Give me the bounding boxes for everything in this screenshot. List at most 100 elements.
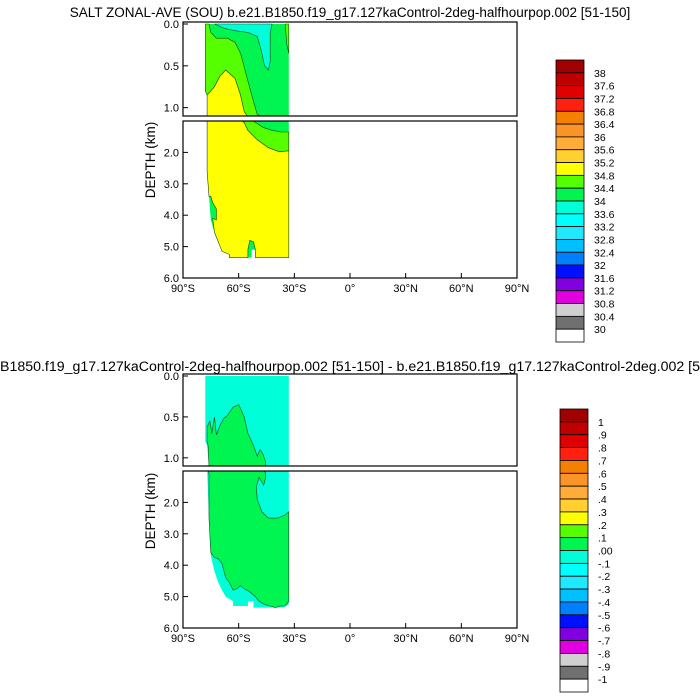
- chart-title: SALT ZONAL-AVE (SOU) b.e21.B1850.f19_g17…: [70, 5, 631, 20]
- colorbar-label: -.2: [598, 571, 610, 583]
- colorbar-label: 35.2: [594, 158, 615, 170]
- colorbar-label: .2: [598, 520, 607, 532]
- colorbar-label: 37.2: [594, 93, 615, 105]
- colorbar-label: 34.8: [594, 170, 615, 182]
- chart-1: SALT ZONAL-AVE (SOU) b.e21.B1850.f19_g17…: [70, 5, 631, 343]
- colorbar-box: [555, 315, 585, 330]
- colorbar-label: .8: [598, 443, 607, 455]
- colorbar-label: 37.6: [594, 81, 615, 93]
- colorbar-box: [555, 226, 585, 240]
- colorbar-label: 32: [594, 260, 606, 272]
- colorbar-box: [559, 665, 589, 680]
- colorbar-label: .6: [598, 468, 607, 480]
- chart-title: B1850.f19_g17.127kaControl-2deg-halfhour…: [0, 359, 700, 374]
- colorbar-box: [559, 627, 589, 641]
- contour-region-0-0.1: [208, 471, 290, 608]
- colorbar: 3837.637.236.836.43635.635.234.834.43433…: [555, 59, 615, 343]
- colorbar-label: -.9: [598, 661, 610, 673]
- colorbar-box: [559, 472, 589, 487]
- colorbar-label: -.3: [598, 584, 610, 596]
- y-tick-label: 3.0: [164, 179, 179, 191]
- colorbar-box: [559, 485, 589, 500]
- colorbar-box: [559, 434, 589, 448]
- colorbar-box: [555, 213, 585, 228]
- x-tick-label: 30°N: [393, 633, 418, 645]
- colorbar-label: 32.4: [594, 247, 615, 259]
- colorbar-box: [559, 498, 589, 513]
- x-tick-label: 90°N: [505, 283, 530, 295]
- upper-panel: [205, 23, 290, 116]
- colorbar-box: [555, 136, 585, 151]
- y-tick-label: 4.0: [164, 210, 179, 222]
- colorbar-box: [559, 601, 589, 616]
- x-tick-label: 60°N: [449, 633, 474, 645]
- x-tick-label: 90°N: [505, 633, 530, 645]
- x-tick-label: 0°: [345, 633, 356, 645]
- upper-panel-frame: [182, 373, 518, 467]
- colorbar: 1.9.8.7.6.5.4.3.2.1.00-.1-.2-.3-.4-.5-.6…: [559, 408, 613, 693]
- colorbar-label: -.8: [598, 648, 610, 660]
- y-axis-label: DEPTH (km): [143, 122, 158, 199]
- colorbar-box: [559, 421, 589, 436]
- colorbar-box: [559, 511, 589, 526]
- contour-region-34.8-35.2: [206, 121, 290, 258]
- colorbar-label: .3: [598, 507, 607, 519]
- upper-panel: [205, 376, 289, 466]
- y-axis-label: DEPTH (km): [143, 473, 158, 550]
- colorbar-box: [555, 72, 585, 87]
- lower-panel: [207, 471, 290, 608]
- colorbar-box: [559, 640, 589, 654]
- colorbar-label: -.5: [598, 610, 610, 622]
- colorbar-label: .1: [598, 533, 607, 545]
- lower-panel: [206, 121, 290, 258]
- colorbar-label: .00: [598, 546, 613, 558]
- colorbar-label: 30.4: [594, 311, 615, 323]
- colorbar-label: .9: [598, 430, 607, 442]
- colorbar-label: -.4: [598, 597, 610, 609]
- colorbar-box: [555, 149, 585, 163]
- colorbar-box: [555, 85, 585, 99]
- colorbar-label: 32.8: [594, 234, 615, 246]
- colorbar-box: [559, 408, 589, 423]
- colorbar-label: 30.8: [594, 299, 615, 311]
- colorbar-box: [559, 524, 589, 539]
- colorbar-box: [559, 550, 589, 564]
- colorbar-box: [555, 110, 585, 125]
- colorbar-label: .7: [598, 455, 607, 467]
- colorbar-label: 36.8: [594, 106, 615, 118]
- y-tick-label: 1.0: [164, 103, 179, 115]
- colorbar-label: 33.6: [594, 209, 615, 221]
- y-tick-label: 6.0: [164, 623, 179, 635]
- x-tick-label: 30°N: [393, 283, 418, 295]
- colorbar-label: .4: [598, 494, 607, 506]
- colorbar-label: 34: [594, 196, 606, 208]
- colorbar-box: [559, 653, 589, 667]
- colorbar-box: [559, 447, 589, 461]
- y-tick-label: 2.0: [164, 497, 179, 509]
- colorbar-label: 34.4: [594, 183, 615, 195]
- colorbar-box: [559, 562, 589, 577]
- colorbar-box: [555, 264, 585, 279]
- colorbar-label: -.6: [598, 623, 610, 635]
- colorbar-label: 35.6: [594, 145, 615, 157]
- colorbar-box: [555, 98, 585, 112]
- y-tick-label: 3.0: [164, 529, 179, 541]
- colorbar-box: [555, 239, 585, 253]
- x-tick-label: 30°S: [282, 283, 306, 295]
- colorbar-label: 33.2: [594, 222, 615, 234]
- x-tick-label: 30°S: [282, 633, 306, 645]
- colorbar-label: -1: [598, 674, 607, 686]
- x-tick-label: 60°S: [227, 633, 251, 645]
- y-tick-label: 4.0: [164, 560, 179, 572]
- y-tick-label: 2.0: [164, 147, 179, 159]
- contour-region-34.8-35.2: [206, 69, 248, 116]
- colorbar-box: [555, 303, 585, 317]
- x-tick-label: 0°: [345, 283, 356, 295]
- colorbar-label: 36: [594, 132, 606, 144]
- colorbar-box: [559, 614, 589, 629]
- y-tick-label: 6.0: [164, 273, 179, 285]
- colorbar-box: [559, 678, 589, 693]
- colorbar-box: [555, 174, 585, 189]
- colorbar-box: [555, 187, 585, 202]
